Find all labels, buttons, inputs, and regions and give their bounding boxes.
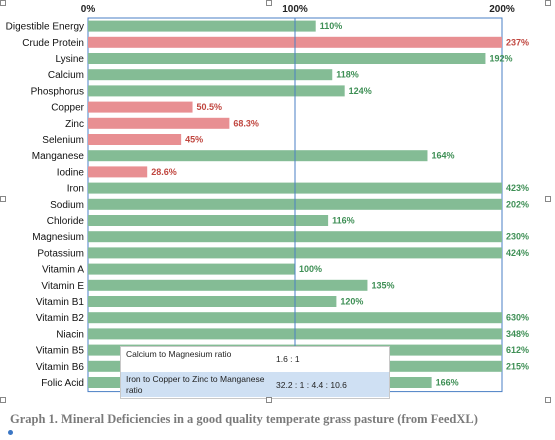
resize-handle[interactable]: [0, 196, 6, 202]
category-label: Digestible Energy: [6, 22, 84, 33]
category-label: Phosphorus: [31, 86, 84, 97]
category-label: Chloride: [47, 216, 85, 227]
value-label: 192%: [489, 54, 512, 64]
value-label: 68.3%: [233, 118, 259, 128]
bar: [88, 134, 182, 145]
ratio-value: 32.2 : 1 : 4.4 : 10.6: [276, 380, 347, 390]
category-label: Iron: [67, 184, 84, 195]
bar: [88, 263, 295, 275]
category-label: Copper: [51, 103, 84, 114]
category-label: Lysine: [55, 54, 84, 65]
bar: [88, 279, 368, 291]
ratio-row-ca-mg: Calcium to Magnesium ratio 1.6 : 1: [121, 347, 389, 372]
resize-handle[interactable]: [266, 397, 272, 403]
category-label: Manganese: [32, 151, 85, 162]
value-label: 166%: [436, 378, 459, 388]
resize-handle[interactable]: [545, 397, 551, 403]
value-label: 124%: [349, 86, 372, 96]
value-label: 135%: [371, 280, 394, 290]
resize-handle[interactable]: [0, 397, 6, 403]
value-label: 120%: [340, 297, 363, 307]
category-label: Sodium: [50, 200, 84, 211]
bar: [88, 20, 316, 32]
category-label: Crude Protein: [22, 38, 84, 49]
category-label: Potassium: [37, 248, 84, 259]
value-label: 45%: [185, 135, 203, 145]
scale-label: 0%: [81, 4, 96, 15]
value-label: 164%: [431, 151, 454, 161]
value-label: 50.5%: [197, 102, 223, 112]
category-label: Calcium: [48, 70, 84, 81]
bar: [88, 296, 337, 307]
value-label: 215%: [506, 361, 529, 371]
category-label: Vitamin B5: [36, 346, 85, 357]
scale-label: 200%: [489, 4, 515, 15]
value-label: 612%: [506, 345, 529, 355]
resize-handle[interactable]: [0, 0, 6, 6]
value-label: 116%: [332, 216, 355, 226]
value-label: 237%: [506, 37, 529, 47]
value-label: 28.6%: [151, 167, 177, 177]
ratio-row-fe-cu-zn-mn: Iron to Copper to Zinc to Manganese rati…: [121, 372, 389, 397]
category-label: Zinc: [65, 119, 84, 130]
category-label: Vitamin B6: [36, 362, 85, 373]
resize-handle[interactable]: [545, 196, 551, 202]
category-label: Folic Acid: [41, 378, 84, 389]
bar: [88, 53, 486, 64]
value-label: 202%: [506, 199, 529, 209]
anchor-dot-icon: [8, 430, 13, 435]
value-label: 630%: [506, 313, 529, 323]
value-label: 423%: [506, 183, 529, 193]
scale-label: 100%: [282, 4, 308, 15]
bar: [88, 150, 428, 162]
value-label: 424%: [506, 248, 529, 258]
bar: [88, 69, 333, 81]
category-label: Vitamin B2: [36, 313, 85, 324]
value-label: 100%: [299, 264, 322, 274]
value-label: 110%: [320, 21, 343, 31]
ratio-label: Calcium to Magnesium ratio: [126, 349, 232, 359]
resize-handle[interactable]: [545, 0, 551, 6]
category-label: Vitamin E: [41, 281, 84, 292]
ratio-label: Iron to Copper to Zinc to Manganese rati…: [126, 374, 265, 395]
bar: [88, 215, 329, 226]
value-label: 230%: [506, 232, 529, 242]
bar: [88, 166, 148, 178]
figure-caption: Graph 1. Mineral Deficiencies in a good …: [10, 412, 478, 426]
category-label: Magnesium: [32, 232, 84, 243]
bar: [88, 117, 230, 129]
resize-handle[interactable]: [266, 0, 272, 6]
category-label: Vitamin A: [42, 265, 84, 276]
ratio-table: Calcium to Magnesium ratio 1.6 : 1 Iron …: [120, 346, 390, 399]
category-label: Iodine: [57, 167, 85, 178]
bar: [88, 85, 345, 97]
bar: [88, 101, 193, 113]
category-label: Selenium: [42, 135, 84, 146]
category-label: Niacin: [56, 329, 84, 340]
value-label: 118%: [336, 70, 359, 80]
ratio-value: 1.6 : 1: [276, 354, 300, 364]
category-label: Vitamin B1: [36, 297, 85, 308]
value-label: 348%: [506, 329, 529, 339]
